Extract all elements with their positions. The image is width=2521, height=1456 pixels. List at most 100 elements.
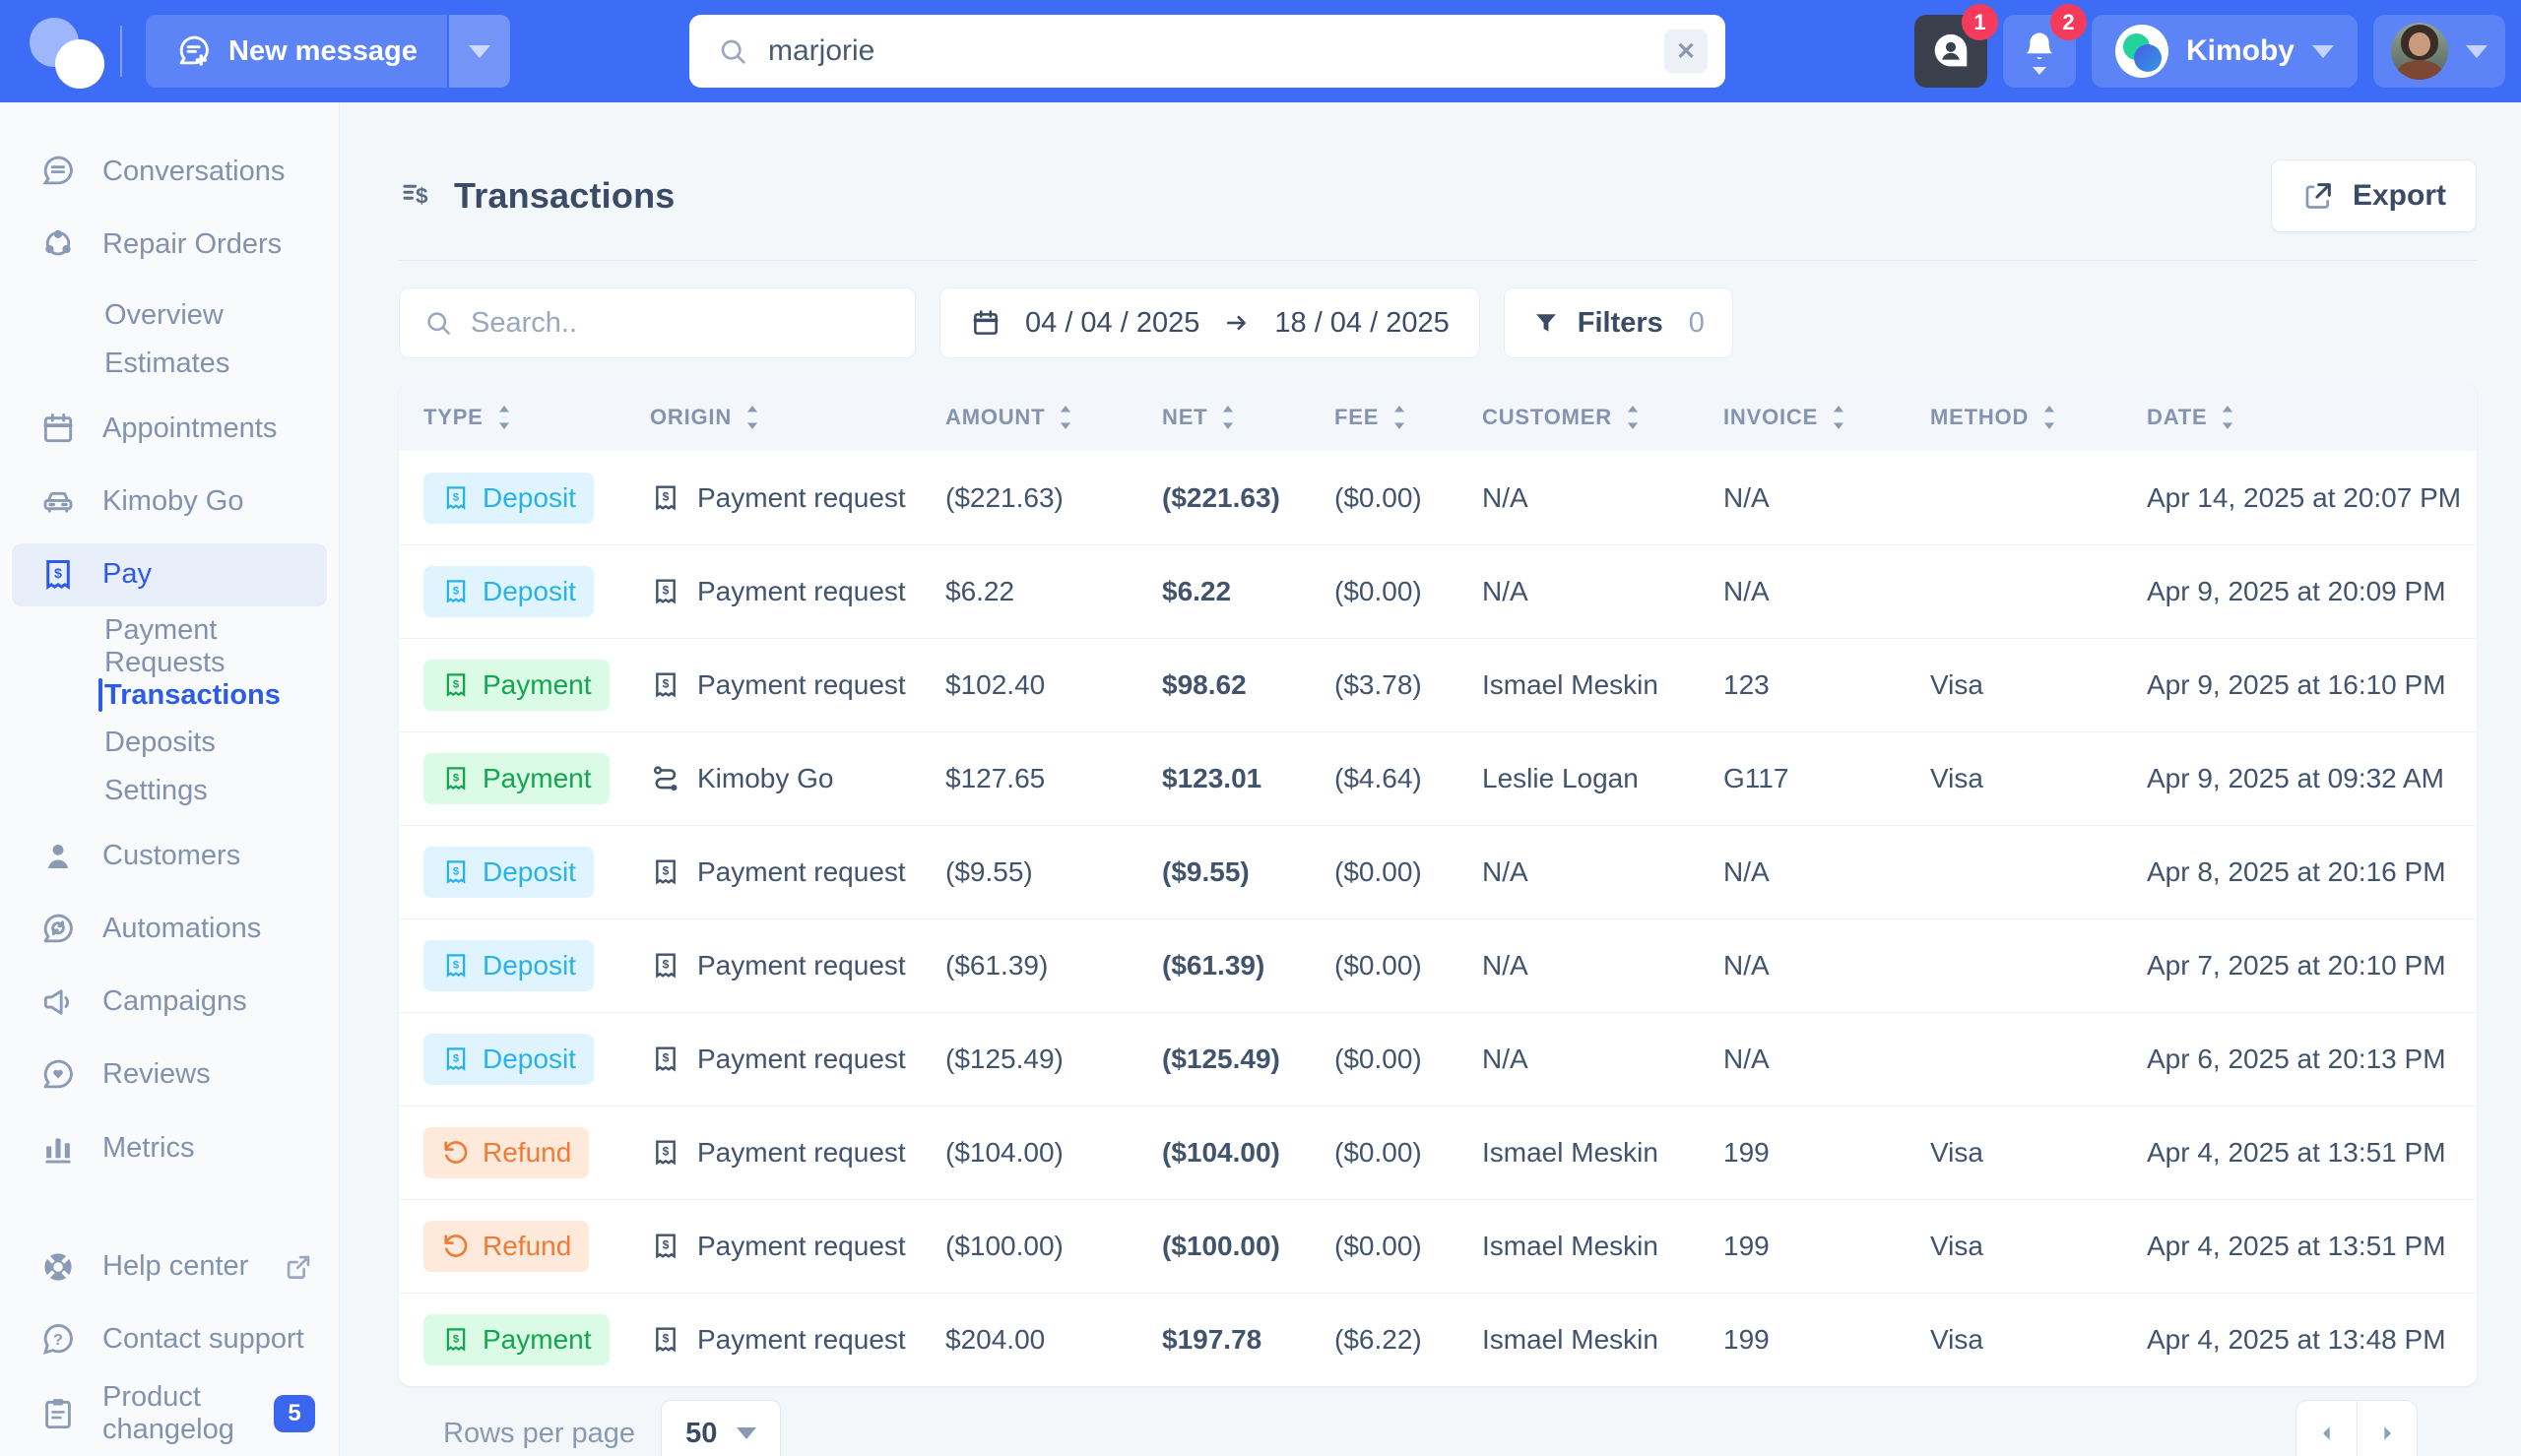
clear-search-button[interactable]: ✕	[1664, 30, 1708, 73]
invoice-cell: 199	[1723, 1231, 1770, 1261]
notifications-badge: 2	[2049, 4, 2087, 40]
table-row[interactable]: $ Deposit $ Payment request ($61.39) ($61.39)…	[399, 918, 2477, 1012]
type-badge: $ Deposit	[423, 1034, 594, 1085]
column-header-method[interactable]: METHOD	[1930, 405, 2147, 430]
customer-cell: Ismael Meskin	[1482, 1137, 1658, 1168]
prev-page-button[interactable]	[2295, 1400, 2357, 1456]
automation-icon	[39, 911, 77, 948]
table-row[interactable]: $ Payment Kimoby Go $127.65 $123.01 ($4.64) Le…	[399, 731, 2477, 825]
table-search[interactable]	[399, 287, 916, 358]
table-row[interactable]: $ Deposit $ Payment request ($221.63) ($221.6…	[399, 451, 2477, 544]
search-icon	[423, 308, 453, 338]
conversations-inbox-button[interactable]: 1	[1913, 4, 1998, 88]
column-header-amount[interactable]: AMOUNT	[945, 405, 1162, 430]
sidebar-item-metrics[interactable]: Metrics	[0, 1116, 339, 1179]
table-row[interactable]: $ Deposit $ Payment request $6.22 $6.22 ($0.00…	[399, 544, 2477, 638]
origin-cell: $ Payment request	[650, 950, 945, 981]
sidebar-item-conversations[interactable]: Conversations	[0, 140, 339, 203]
table-row[interactable]: $ Payment $ Payment request $102.40 $98.62 ($3…	[399, 638, 2477, 731]
column-header-type[interactable]: TYPE	[423, 405, 650, 430]
net-cell: $123.01	[1162, 763, 1262, 793]
sidebar-item-payment-requests[interactable]: Payment Requests	[104, 613, 226, 678]
new-message-dropdown-button[interactable]	[448, 15, 510, 88]
page-title: Transactions	[454, 175, 676, 216]
rows-per-page-label: Rows per page	[443, 1417, 636, 1449]
notifications-button[interactable]: 2	[2002, 4, 2087, 88]
sidebar-item-automations[interactable]: Automations	[0, 898, 339, 961]
column-header-fee[interactable]: FEE	[1334, 405, 1482, 430]
chat-plus-icon	[175, 32, 213, 70]
sidebar-item-help-center[interactable]: Help center	[0, 1235, 339, 1298]
sidebar-item-pay[interactable]: $ Pay	[12, 542, 327, 606]
export-button[interactable]: Export	[2270, 159, 2477, 232]
sidebar-label: Conversations	[102, 155, 286, 187]
sidebar-item-overview[interactable]: Overview	[104, 299, 224, 332]
sidebar-item-appointments[interactable]: Appointments	[0, 397, 339, 460]
sidebar-item-deposits[interactable]: Deposits	[104, 727, 216, 759]
date-cell: Apr 8, 2025 at 20:16 PM	[2147, 856, 2446, 887]
sidebar-item-settings[interactable]: Settings	[104, 774, 208, 806]
svg-text:?: ?	[53, 1332, 63, 1349]
method-cell: Visa	[1930, 1137, 1983, 1168]
global-search[interactable]: ✕	[689, 15, 1725, 88]
table-row[interactable]: $ Deposit $ Payment request ($125.49) ($125.4…	[399, 1012, 2477, 1106]
customer-cell: N/A	[1482, 856, 1528, 887]
method-cell: Visa	[1930, 1231, 1983, 1261]
net-cell: ($100.00)	[1162, 1231, 1280, 1261]
fee-cell: ($0.00)	[1334, 481, 1422, 513]
table-body: $ Deposit $ Payment request ($221.63) ($221.6…	[399, 451, 2477, 1386]
sidebar-item-product-changelog[interactable]: Product changelog 5	[0, 1381, 339, 1446]
next-page-button[interactable]	[2357, 1400, 2418, 1456]
sidebar-label: Product changelog	[102, 1380, 234, 1446]
column-header-date[interactable]: DATE	[2147, 405, 2477, 430]
origin-cell: $ Payment request	[650, 669, 945, 701]
svg-text:$: $	[453, 1052, 460, 1064]
topbar-divider	[120, 26, 122, 77]
sidebar-item-repair-orders[interactable]: Repair Orders	[0, 213, 339, 276]
svg-text:$: $	[663, 957, 670, 971]
customer-cell: Ismael Meskin	[1482, 1324, 1658, 1355]
date-range-picker[interactable]: 04 / 04 / 2025 18 / 04 / 2025	[939, 287, 1480, 358]
global-search-input[interactable]	[768, 34, 1664, 68]
sort-icon	[745, 405, 759, 430]
customer-cell: N/A	[1482, 576, 1528, 606]
table-row[interactable]: Refund $ Payment request ($104.00) ($104.00)…	[399, 1106, 2477, 1199]
column-header-origin[interactable]: ORIGIN	[650, 405, 945, 430]
amount-cell: ($61.39)	[945, 950, 1049, 981]
review-heart-icon	[39, 1056, 77, 1094]
filters-button[interactable]: Filters 0	[1503, 287, 1733, 358]
table-row[interactable]: $ Payment $ Payment request $204.00 $197.78 ($…	[399, 1293, 2477, 1386]
table-row[interactable]: Refund $ Payment request ($100.00) ($100.00)…	[399, 1199, 2477, 1293]
sidebar-item-customers[interactable]: Customers	[0, 825, 339, 888]
calendar-icon	[970, 307, 1002, 339]
user-menu-button[interactable]	[2373, 15, 2505, 88]
svg-text:$: $	[663, 1331, 670, 1345]
sidebar-item-transactions[interactable]: Transactions	[0, 671, 339, 720]
type-cell: $ Payment	[423, 660, 650, 711]
sidebar-item-reviews[interactable]: Reviews	[0, 1044, 339, 1107]
org-switcher-button[interactable]: Kimoby	[2091, 15, 2358, 88]
origin-cell: $ Payment request	[650, 1137, 945, 1169]
net-cell: ($125.49)	[1162, 1044, 1280, 1074]
table-header: TYPE ORIGIN AMOUNT NET FEE CUSTOMER INVOICE MET…	[399, 384, 2477, 451]
rows-per-page-select[interactable]: 50	[661, 1400, 782, 1456]
sidebar-item-kimoby-go[interactable]: Kimoby Go	[0, 471, 339, 534]
sidebar-item-contact-support[interactable]: ? Contact support	[0, 1308, 339, 1371]
new-message-button[interactable]: New message	[146, 15, 447, 88]
sidebar-label: Metrics	[102, 1131, 195, 1164]
transactions-icon: $	[399, 178, 434, 214]
date-cell: Apr 7, 2025 at 20:10 PM	[2147, 950, 2446, 981]
sidebar-item-campaigns[interactable]: Campaigns	[0, 971, 339, 1034]
column-header-invoice[interactable]: INVOICE	[1723, 405, 1930, 430]
chevron-left-icon	[2322, 1426, 2330, 1440]
bar-chart-icon	[39, 1129, 77, 1167]
fee-cell: ($0.00)	[1334, 1231, 1422, 1261]
sidebar-item-estimates[interactable]: Estimates	[104, 347, 230, 379]
column-header-net[interactable]: NET	[1162, 405, 1334, 430]
column-header-customer[interactable]: CUSTOMER	[1482, 405, 1723, 430]
table-search-input[interactable]	[471, 306, 891, 340]
table-row[interactable]: $ Deposit $ Payment request ($9.55) ($9.55) ($…	[399, 825, 2477, 918]
chevron-down-icon	[2032, 66, 2046, 75]
fee-cell: ($0.00)	[1334, 950, 1422, 981]
origin-cell: $ Payment request	[650, 1044, 945, 1075]
